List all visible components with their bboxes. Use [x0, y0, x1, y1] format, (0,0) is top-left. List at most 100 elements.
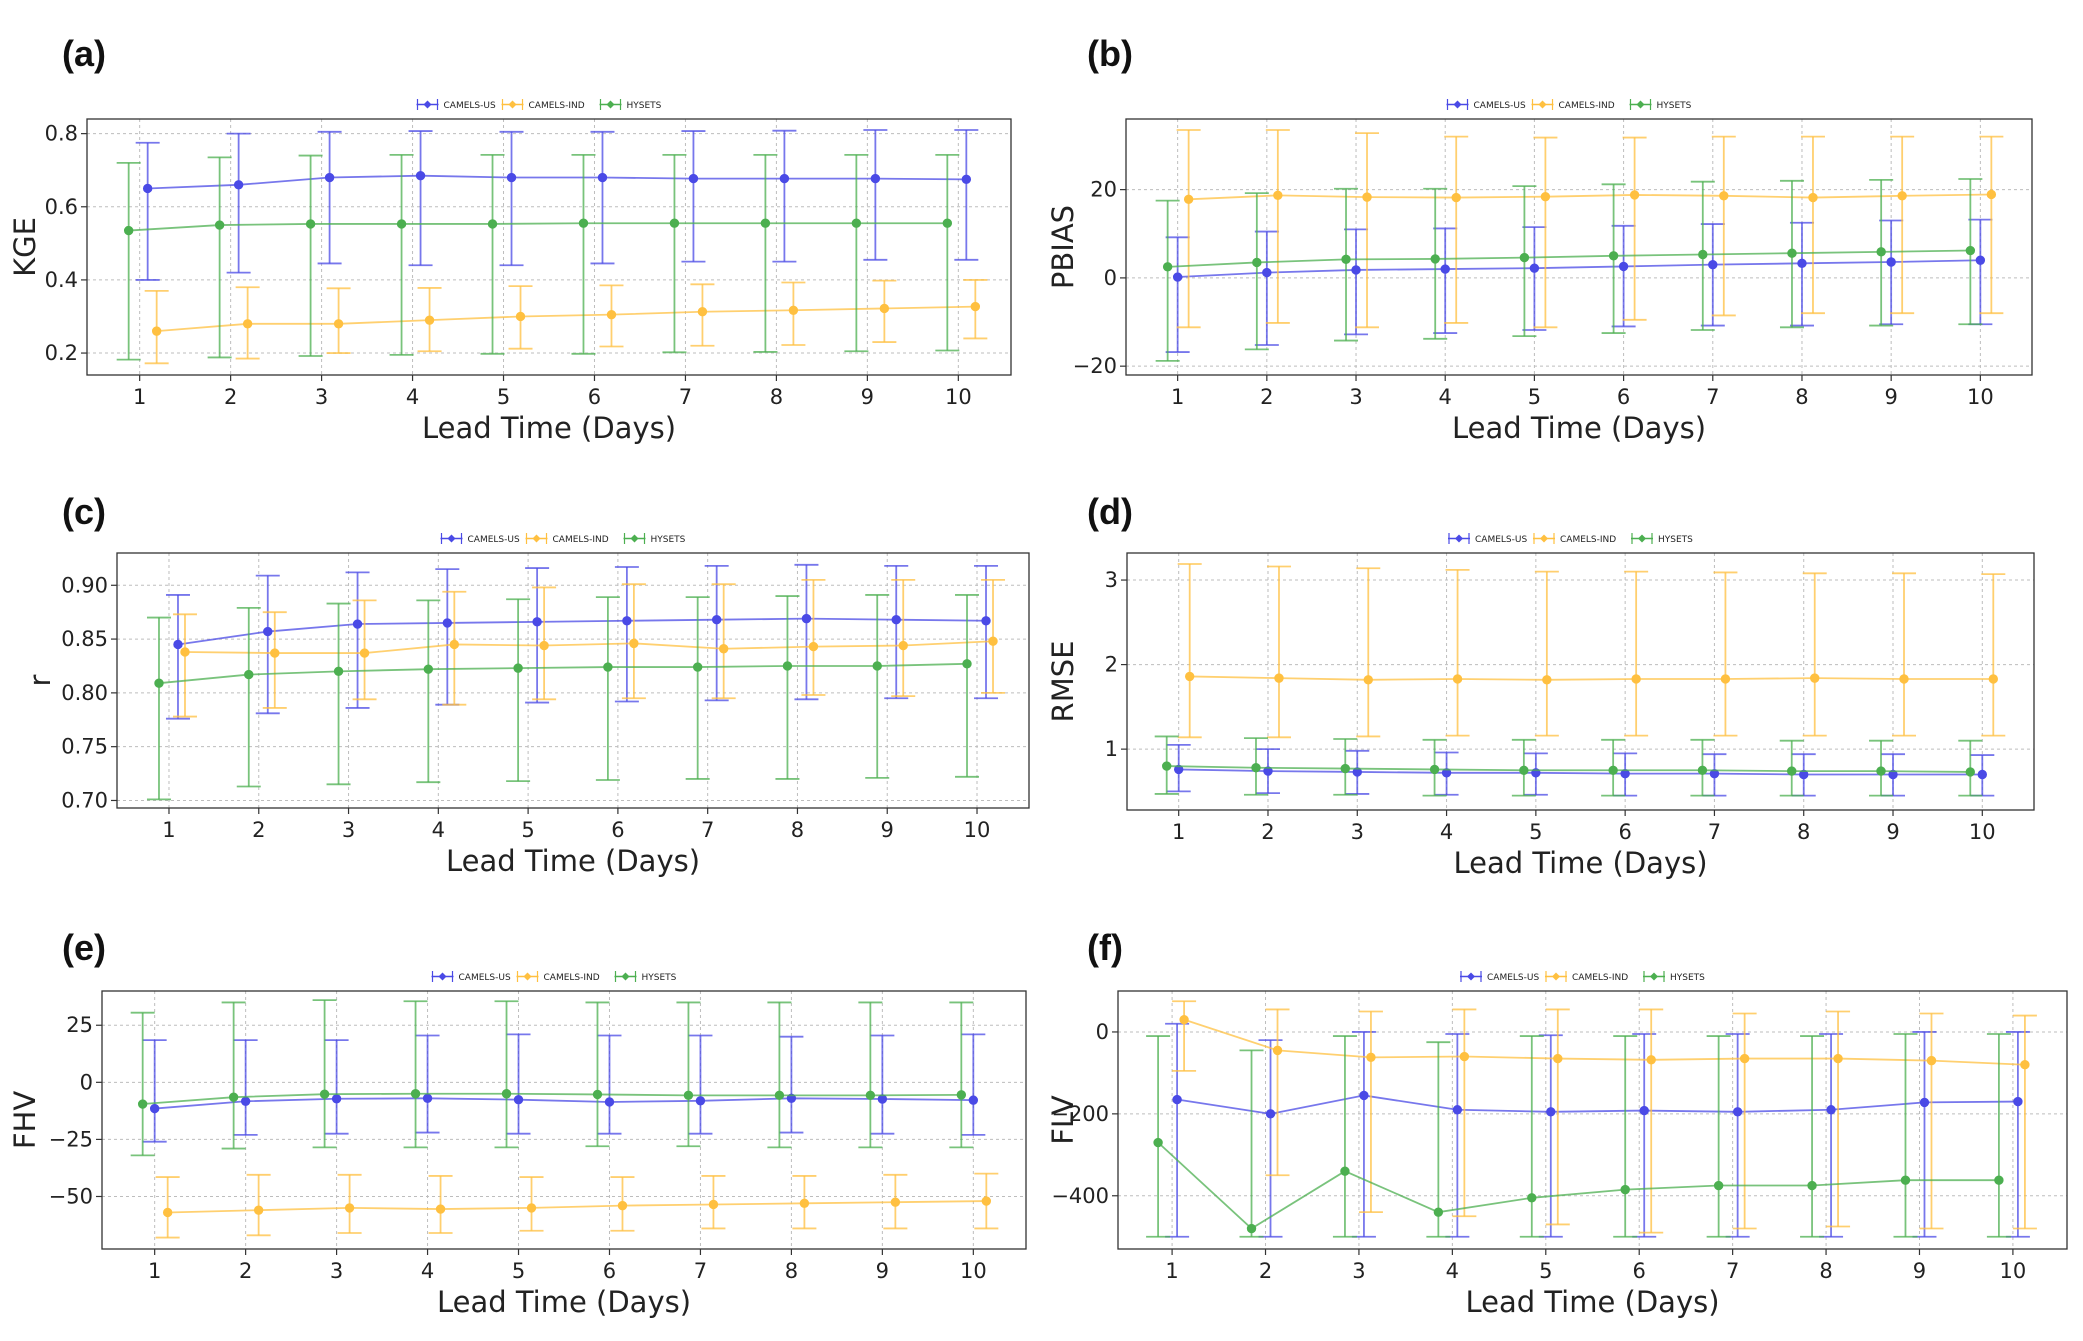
legend: CAMELS-US CAMELS-IND HYSETS: [1460, 971, 1705, 983]
data-point: [1351, 265, 1361, 275]
x-tick-label: 10: [1969, 820, 1996, 844]
data-point: [799, 1198, 810, 1209]
x-tick-label: 4: [432, 818, 445, 842]
data-point: [968, 1095, 979, 1105]
data-point: [149, 1103, 160, 1114]
data-point: [1965, 767, 1976, 777]
data-point: [1451, 192, 1461, 203]
data-point: [1965, 245, 1976, 256]
legend: CAMELS-US CAMELS-IND HYSETS: [431, 971, 677, 983]
data-point: [154, 678, 164, 688]
series-line-camels-us: [177, 617, 987, 646]
data-point: [597, 172, 608, 183]
x-tick-label: 8: [785, 1259, 798, 1283]
legend-label-hysets: HYSETS: [642, 973, 677, 983]
x-tick-label: 1: [133, 385, 146, 409]
data-point: [1994, 1175, 2004, 1185]
x-tick-label: 8: [1795, 385, 1808, 409]
series-line-camels-ind: [167, 1200, 987, 1214]
x-tick-label: 8: [1797, 820, 1810, 844]
data-point: [1697, 765, 1708, 775]
x-tick-label: 2: [252, 818, 265, 842]
data-point: [708, 1199, 719, 1210]
data-point: [606, 309, 617, 320]
data-point: [1519, 765, 1529, 775]
x-tick-label: 3: [315, 385, 328, 409]
data-point: [779, 173, 790, 184]
data-point: [1429, 764, 1440, 775]
y-tick-label: 0.90: [61, 573, 108, 597]
data-point: [1262, 267, 1272, 278]
data-point: [1608, 251, 1619, 261]
data-point: [1184, 671, 1195, 682]
data-point: [1810, 673, 1820, 683]
data-point: [305, 219, 316, 229]
data-point: [1459, 1051, 1470, 1062]
x-tick-label: 9: [861, 385, 874, 409]
legend-label-camels-ind: CAMELS-IND: [1560, 535, 1616, 545]
data-point: [870, 173, 881, 184]
data-point: [697, 307, 708, 317]
data-point: [515, 311, 526, 322]
x-tick-label: 10: [964, 818, 991, 842]
data-point: [539, 640, 549, 651]
data-point: [891, 615, 901, 625]
data-point: [898, 640, 908, 651]
data-point: [1833, 1053, 1843, 1064]
data-point: [1363, 675, 1373, 685]
data-point: [1919, 1097, 1930, 1108]
data-point: [422, 1093, 433, 1104]
y-tick-label: 20: [1090, 178, 1117, 202]
panel-label: (e): [62, 927, 106, 968]
legend-marker: [523, 972, 532, 981]
legend-marker: [1455, 534, 1463, 543]
data-point: [1620, 1184, 1630, 1195]
y-tick-label: 1: [1105, 737, 1118, 761]
x-tick-label: 6: [1633, 1259, 1646, 1283]
data-point: [1366, 1052, 1376, 1063]
x-axis-label: Lead Time (Days): [422, 411, 676, 445]
y-tick-label: 0.75: [61, 735, 108, 759]
data-point: [123, 225, 134, 236]
data-point: [253, 1205, 264, 1215]
data-point: [233, 180, 244, 190]
data-point: [692, 662, 703, 672]
x-tick-label: 5: [497, 385, 510, 409]
legend-marker: [508, 100, 517, 109]
data-point: [1246, 1223, 1257, 1234]
x-tick-label: 5: [1539, 1259, 1552, 1283]
data-point: [1542, 675, 1552, 685]
data-point: [1161, 761, 1172, 771]
data-point: [506, 172, 517, 183]
data-point: [1708, 259, 1718, 270]
x-tick-label: 5: [512, 1259, 525, 1283]
data-point: [956, 1090, 967, 1100]
data-point: [1340, 763, 1350, 774]
data-point: [324, 172, 335, 183]
data-point: [1926, 1055, 1937, 1066]
y-tick-label: 0.85: [61, 627, 108, 651]
data-point: [1888, 769, 1898, 780]
x-tick-label: 10: [945, 385, 972, 409]
plot-frame: [1126, 552, 2035, 811]
data-point: [396, 219, 407, 229]
legend-label-camels-us: CAMELS-US: [459, 973, 511, 983]
chart-panel-4: (e) 1 2 3 4 5 6 7 8 9 10 −50 −25 0 25 Lead Time (Days) F…: [8, 927, 1027, 1319]
data-point: [1546, 1107, 1556, 1117]
y-tick-label: 0.8: [45, 122, 78, 146]
y-axis-label: FLV: [1046, 1095, 1080, 1145]
data-point: [1631, 674, 1641, 684]
data-point: [424, 315, 435, 325]
data-point: [865, 1090, 876, 1101]
data-point: [962, 659, 972, 669]
x-axis-label: Lead Time (Days): [1452, 411, 1706, 445]
panel-label: (c): [62, 491, 106, 532]
x-tick-label: 5: [1529, 820, 1542, 844]
data-point: [1433, 1207, 1444, 1217]
data-point: [526, 1203, 537, 1213]
legend-label-camels-us: CAMELS-US: [1474, 101, 1526, 111]
x-axis-label: Lead Time (Days): [1465, 1285, 1719, 1319]
data-point: [1719, 191, 1729, 201]
y-tick-label: 0.6: [45, 195, 78, 219]
x-tick-label: 6: [611, 818, 624, 842]
